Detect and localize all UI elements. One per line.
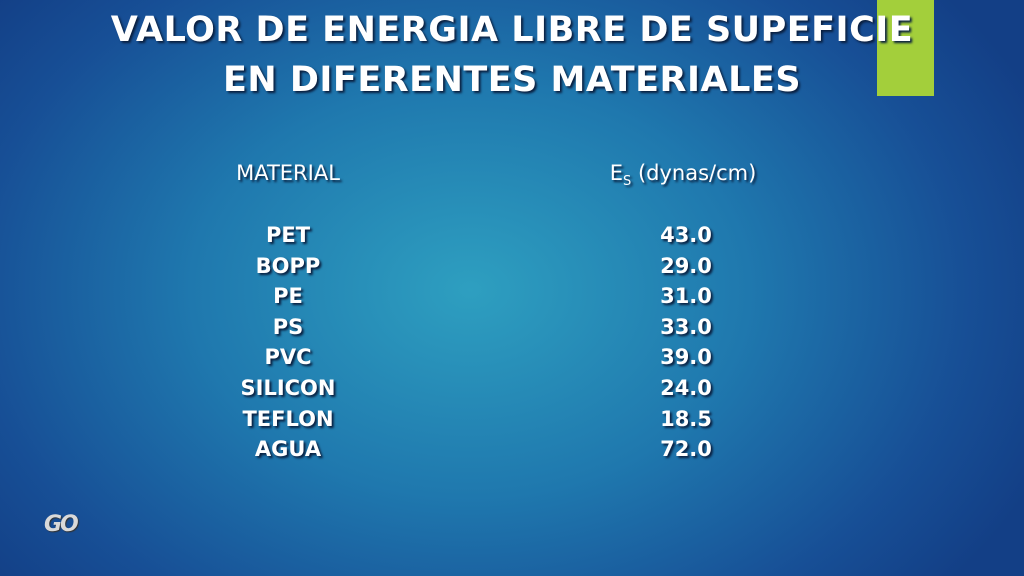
header-unit: (dynas/cm) (637, 161, 757, 185)
value-cell: 18.5 (660, 406, 712, 431)
header-symbol: E (609, 161, 623, 185)
material-cell: BOPP (255, 253, 321, 278)
value-cell: 31.0 (660, 284, 712, 309)
title-line: VALOR DE ENERGIA LIBRE DE SUPEFICIE (110, 10, 914, 50)
value-cell: 24.0 (660, 376, 712, 400)
column-header: ES (dynas/cm) (563, 158, 803, 197)
value-cell: 33.0 (660, 314, 712, 339)
material-cell: SILICON (240, 376, 336, 400)
value-cell: 39.0 (660, 345, 712, 370)
accent-bar (877, 0, 934, 96)
material-cell: PET (265, 223, 311, 247)
material-cell: PVC (264, 345, 312, 370)
material-cell: PE (273, 284, 303, 309)
value-cell: 43.0 (660, 223, 712, 247)
material-cell: AGUA (254, 437, 322, 462)
material-cell: PS (272, 314, 304, 339)
value-cell: 72.0 (660, 437, 712, 462)
title-line: EN DIFERENTES MATERIALES (222, 60, 802, 100)
column-header: MATERIAL (236, 161, 340, 185)
header-subscript: S (622, 174, 632, 190)
material-cell: TEFLON (242, 406, 334, 431)
value-cell: 29.0 (660, 253, 712, 278)
logo: GO (44, 512, 79, 537)
